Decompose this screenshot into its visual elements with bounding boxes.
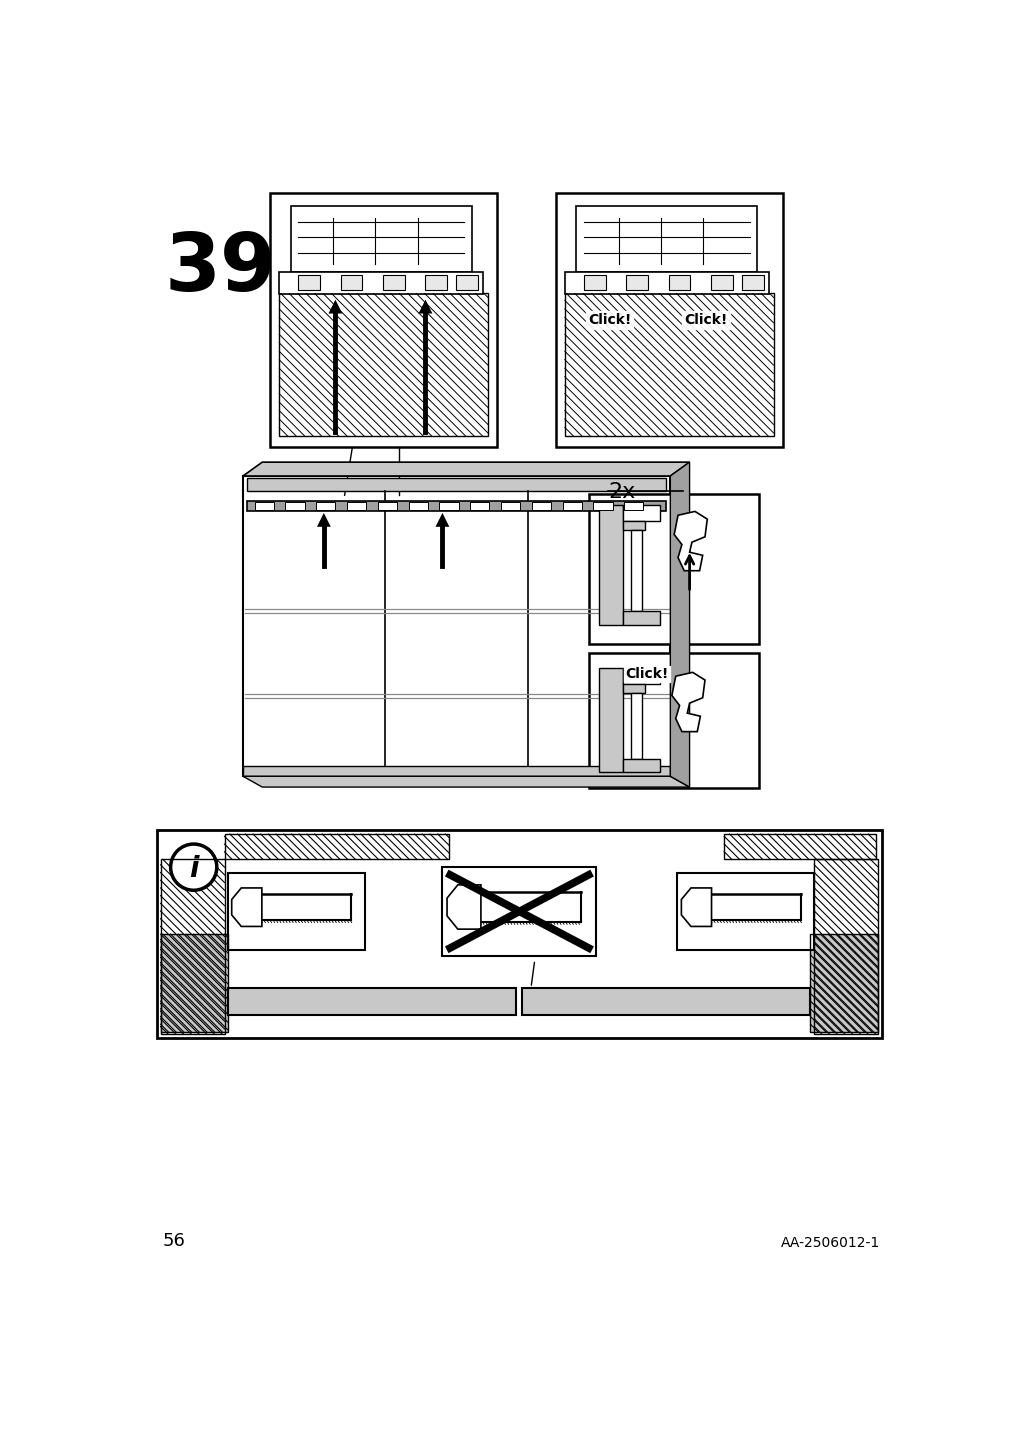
Circle shape xyxy=(171,843,216,891)
Text: Click!: Click! xyxy=(587,312,631,326)
Polygon shape xyxy=(671,673,705,732)
Bar xyxy=(347,503,366,510)
Text: Click!: Click! xyxy=(683,312,727,326)
Bar xyxy=(161,934,228,1032)
Bar xyxy=(298,275,319,291)
Bar xyxy=(814,859,878,1034)
Polygon shape xyxy=(232,888,262,927)
Bar xyxy=(456,275,477,291)
Polygon shape xyxy=(329,299,342,314)
Bar xyxy=(227,872,364,949)
Bar xyxy=(377,503,396,510)
Bar xyxy=(588,494,758,644)
Bar xyxy=(279,272,483,294)
Bar xyxy=(157,831,882,1038)
Bar xyxy=(623,759,660,772)
Polygon shape xyxy=(673,511,707,571)
Bar xyxy=(599,669,623,772)
Bar xyxy=(442,868,595,955)
Polygon shape xyxy=(680,888,711,927)
Bar xyxy=(522,988,810,1015)
Bar xyxy=(583,275,605,291)
Bar xyxy=(341,275,362,291)
Bar xyxy=(500,503,520,510)
Bar xyxy=(592,503,612,510)
Polygon shape xyxy=(243,776,688,788)
Bar xyxy=(161,934,228,1032)
Bar xyxy=(676,872,814,949)
Bar xyxy=(315,503,335,510)
Bar xyxy=(576,206,756,272)
Text: i: i xyxy=(189,855,198,882)
Polygon shape xyxy=(435,513,449,527)
Bar xyxy=(631,530,641,610)
Bar xyxy=(631,693,641,759)
Bar xyxy=(161,859,224,1034)
Bar xyxy=(531,503,550,510)
Bar xyxy=(228,988,516,1015)
Bar xyxy=(741,275,762,291)
Bar xyxy=(470,503,489,510)
Bar xyxy=(270,193,496,447)
Bar xyxy=(425,275,447,291)
Bar xyxy=(626,275,647,291)
Bar xyxy=(255,503,274,510)
Bar xyxy=(439,503,458,510)
Bar xyxy=(564,272,768,294)
Bar xyxy=(711,275,732,291)
Polygon shape xyxy=(279,294,487,435)
Bar xyxy=(224,833,449,859)
Bar xyxy=(243,766,669,776)
Bar xyxy=(247,501,666,511)
Bar xyxy=(383,275,404,291)
Bar xyxy=(599,505,623,624)
Bar xyxy=(724,833,876,859)
Bar xyxy=(562,503,581,510)
Bar xyxy=(623,684,644,693)
Text: 2x: 2x xyxy=(608,483,635,503)
Bar xyxy=(668,275,690,291)
Polygon shape xyxy=(447,885,480,929)
Polygon shape xyxy=(316,513,331,527)
Bar xyxy=(408,503,428,510)
Bar xyxy=(623,505,660,521)
Bar xyxy=(623,610,660,624)
Bar xyxy=(247,477,666,491)
Polygon shape xyxy=(243,463,688,475)
Polygon shape xyxy=(564,294,772,435)
Bar xyxy=(588,653,758,788)
Bar xyxy=(623,669,660,684)
Text: AA-2506012-1: AA-2506012-1 xyxy=(779,1236,879,1250)
Bar xyxy=(243,475,669,776)
Polygon shape xyxy=(419,299,432,314)
Bar xyxy=(555,193,782,447)
Polygon shape xyxy=(669,463,688,788)
Bar xyxy=(810,934,878,1032)
Text: 39: 39 xyxy=(164,229,276,308)
Bar xyxy=(624,503,643,510)
Bar xyxy=(290,206,471,272)
Bar xyxy=(285,503,304,510)
Bar xyxy=(810,934,878,1032)
Bar xyxy=(623,521,644,530)
Text: 56: 56 xyxy=(163,1232,186,1250)
Text: Click!: Click! xyxy=(625,667,668,682)
